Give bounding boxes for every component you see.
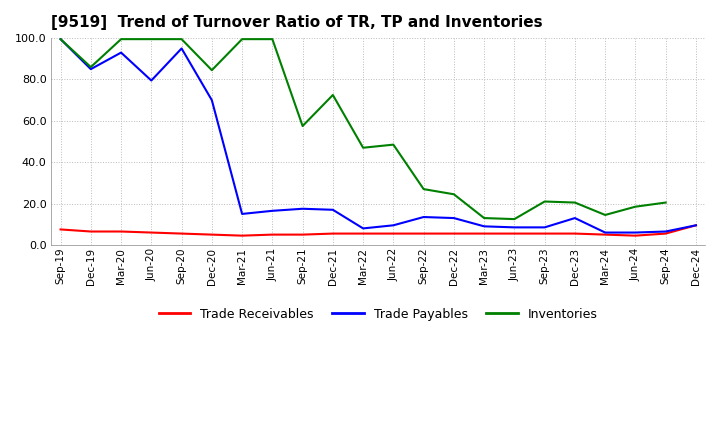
Text: [9519]  Trend of Turnover Ratio of TR, TP and Inventories: [9519] Trend of Turnover Ratio of TR, TP…: [52, 15, 543, 30]
Legend: Trade Receivables, Trade Payables, Inventories: Trade Receivables, Trade Payables, Inven…: [154, 303, 603, 326]
